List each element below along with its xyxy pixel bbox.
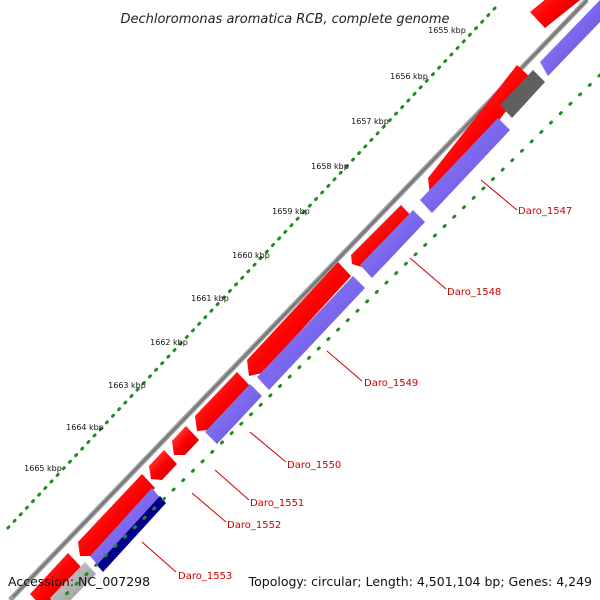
gene-label[interactable]: Daro_1551 [250,498,304,509]
scale-tick-label: 1657 kbp [351,117,389,126]
gene-label-leader [326,350,363,382]
gene-label-leader [141,541,177,573]
scale-tick-label: 1662 kbp [150,338,188,347]
forward-gene[interactable] [172,426,199,455]
gene-label[interactable]: Daro_1549 [364,378,418,389]
reverse-gene[interactable] [50,562,96,600]
scale-tick-label: 1661 kbp [191,294,229,303]
scale-tick-label: 1664 kbp [66,423,104,432]
scale-tick-label: 1655 kbp [428,26,466,35]
scale-tick-label: 1665 kbp [24,464,62,473]
gene-label[interactable]: Daro_1553 [178,571,232,582]
gene-label[interactable]: Daro_1548 [447,287,501,298]
gene-label-leader [191,492,227,523]
scale-tick-label: 1660 kbp [232,251,270,260]
gene-label[interactable]: Daro_1547 [518,206,572,217]
gene-label-leader [409,257,447,290]
accession-text: Accession: NC_007298 [8,574,150,589]
gene-label-group: Daro_1547 Daro_1548 Daro_1549 Daro_1550 Daro… [141,179,572,582]
genome-summary-text: Topology: circular; Length: 4,501,104 bp… [248,574,592,589]
gene-label-leader [214,469,250,501]
gene-label[interactable]: Daro_1552 [227,520,281,531]
reverse-gene[interactable] [90,488,162,568]
reverse-gene[interactable] [97,496,166,572]
forward-gene[interactable] [428,65,531,196]
forward-gene[interactable] [78,474,155,556]
scale-tick-label: 1656 kbp [390,72,428,81]
scale-tick-label: 1659 kbp [272,207,310,216]
forward-gene[interactable] [195,372,250,431]
reverse-gene-track [50,0,600,600]
map-title: Dechloromonas aromatica RCB, complete ge… [120,12,449,27]
scale-tick-labels: 1655 kbp 1656 kbp 1657 kbp 1658 kbp 1659 kbp… [24,26,466,473]
forward-gene[interactable] [530,0,590,28]
scale-tick-label: 1663 kbp [108,381,146,390]
forward-gene[interactable] [30,553,81,600]
scale-ring [4,6,497,532]
gene-label-leader [480,179,518,211]
reverse-gene[interactable] [257,276,365,390]
forward-gene[interactable] [149,450,177,480]
inner-scale-ring [58,73,600,600]
gene-label-leader [249,431,287,463]
scale-tick-label: 1658 kbp [311,162,349,171]
gene-label[interactable]: Daro_1550 [287,460,341,471]
reverse-gene[interactable] [360,210,425,278]
forward-gene[interactable] [351,205,414,268]
reverse-gene[interactable] [205,384,262,444]
forward-gene[interactable] [247,262,351,376]
reverse-gene[interactable] [420,118,510,213]
forward-gene-track [30,0,590,600]
reverse-gene[interactable] [540,0,600,76]
reverse-gene[interactable] [500,70,545,118]
